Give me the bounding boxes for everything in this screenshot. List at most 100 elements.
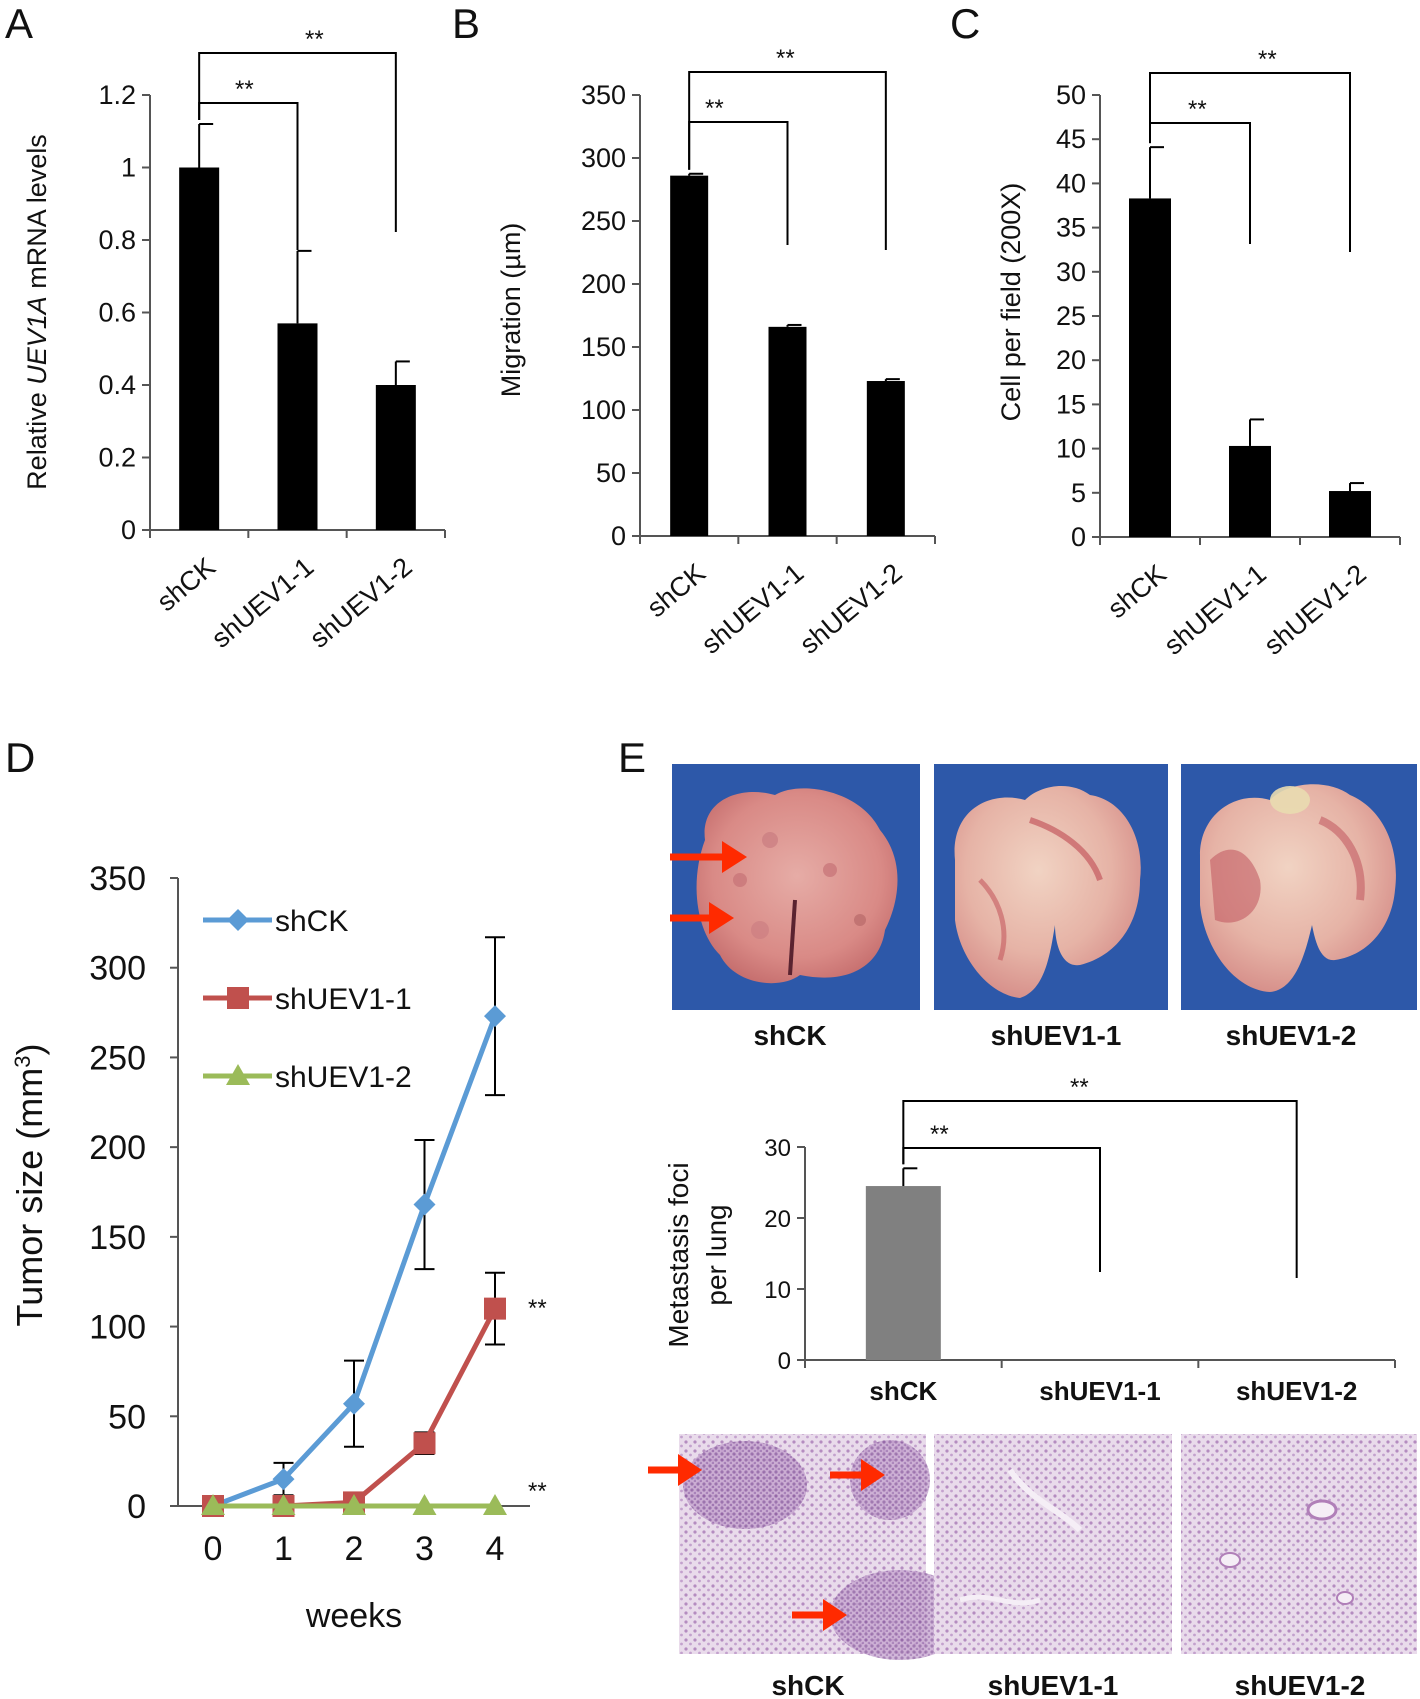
y-tick-label: 100	[581, 395, 626, 425]
significance-label: **	[235, 76, 254, 103]
chart-d-tumor-growth: 0 50 100 150 200 250 300 350 0 1 2 3 4 weeks Tumor siz…	[9, 860, 547, 1635]
y-tick-label: 150	[89, 1219, 146, 1257]
category-label: shCK	[1102, 559, 1172, 624]
significance-label: **	[705, 95, 724, 122]
significance-label: **	[1070, 1074, 1089, 1101]
lung-photo-shuev1-1	[934, 764, 1168, 1010]
histology-image-shck	[679, 1434, 970, 1660]
bar	[179, 167, 220, 530]
significance-label: **	[305, 26, 324, 53]
lung-photo-shuev1-2	[1181, 764, 1417, 1010]
panel-letter-b: B	[452, 0, 480, 47]
category-label: shCK	[869, 1376, 937, 1406]
y-tick-label: 150	[581, 332, 626, 362]
significance-label: **	[1188, 96, 1207, 123]
x-tick-label: 1	[274, 1530, 293, 1568]
data-point	[484, 1297, 506, 1320]
category-label: shUEV1-1	[206, 552, 320, 654]
bar	[865, 1186, 941, 1360]
red-arrow-icon	[670, 902, 734, 934]
y-tick-label: 1.2	[98, 80, 136, 110]
significance-label: **	[776, 45, 795, 72]
y-tick-label: 10	[1056, 434, 1086, 464]
red-arrow-icon	[830, 1459, 885, 1491]
legend-marker	[226, 1064, 250, 1085]
data-point	[201, 1494, 225, 1515]
y-tick-label: 300	[89, 950, 146, 988]
significance-label: **	[1258, 46, 1277, 73]
category-label: shUEV1-1	[1158, 559, 1272, 661]
legend-marker	[227, 909, 249, 931]
bar	[375, 385, 416, 530]
significance-bracket	[1149, 72, 1351, 252]
y-tick-label: 30	[764, 1135, 791, 1162]
y-tick-label: 45	[1056, 124, 1086, 154]
y-tick-label: 30	[1056, 257, 1086, 287]
photo-label-shuev1-1: shUEV1-1	[991, 1020, 1122, 1051]
chart-c-invasion: 0 5 10 15 20 25 30 35 40 45 50 shCKshUEV1-1shUEV1-2…	[996, 46, 1401, 661]
y-axis-label: per lung	[701, 1204, 732, 1305]
y-axis-label: Tumor size (mm3)	[9, 1044, 50, 1327]
y-tick-label: 0.8	[98, 225, 136, 255]
red-arrow-icon	[792, 1599, 847, 1631]
category-label: shUEV1-2	[1236, 1376, 1357, 1406]
y-axis-label: Relative UEV1A mRNA levels	[22, 134, 52, 490]
histology-label-shck: shCK	[771, 1670, 844, 1699]
data-point	[483, 1494, 507, 1515]
lung-photo-shck	[672, 764, 920, 1010]
significance-bracket	[688, 71, 887, 250]
data-point	[272, 1468, 295, 1491]
significance-bracket	[902, 1100, 1298, 1278]
bar	[1129, 198, 1171, 538]
x-tick-label: 3	[415, 1530, 434, 1568]
y-tick-label: 10	[764, 1277, 791, 1304]
y-tick-label: 25	[1056, 301, 1086, 331]
significance-label: **	[528, 1295, 547, 1322]
panel-letter-c: C	[950, 0, 980, 47]
legend-label: shUEV1-2	[275, 1061, 412, 1094]
x-tick-label: 2	[345, 1530, 364, 1568]
y-tick-label: 50	[108, 1398, 146, 1436]
category-label: shUEV1-1	[696, 558, 810, 660]
bar	[277, 323, 318, 530]
histology-label-shuev1-2: shUEV1-2	[1235, 1670, 1366, 1699]
y-tick-label: 250	[581, 206, 626, 236]
category-label: shUEV1-2	[1258, 559, 1372, 661]
bar	[1329, 491, 1371, 537]
y-tick-label: 20	[764, 1206, 791, 1233]
y-axis-label: Metastasis foci	[663, 1162, 694, 1347]
data-point	[413, 1193, 436, 1216]
histology-image-shuev1-1	[934, 1434, 1172, 1654]
significance-label: **	[528, 1478, 547, 1505]
y-tick-label: 0	[778, 1348, 791, 1375]
significance-label: **	[930, 1121, 949, 1148]
y-tick-label: 0	[127, 1488, 146, 1526]
y-tick-label: 200	[89, 1129, 146, 1167]
legend-label: shCK	[275, 905, 348, 938]
y-tick-label: 5	[1071, 478, 1086, 508]
red-arrow-icon	[648, 1454, 702, 1486]
y-tick-label: 0	[1071, 522, 1086, 552]
y-tick-label: 300	[581, 143, 626, 173]
data-point	[413, 1432, 436, 1455]
category-label: shUEV1-2	[304, 552, 418, 654]
x-tick-label: 0	[204, 1530, 223, 1568]
bar	[1229, 445, 1271, 537]
data-point	[484, 1005, 506, 1028]
x-tick-label: 4	[486, 1530, 505, 1568]
data-point	[342, 1494, 366, 1515]
y-tick-label: 0.4	[98, 370, 136, 400]
category-label: shCK	[641, 558, 711, 623]
significance-bracket	[198, 52, 397, 232]
x-axis-label: weeks	[305, 1597, 402, 1635]
y-tick-label: 50	[596, 458, 626, 488]
panel-letter-e: E	[618, 734, 646, 781]
y-tick-label: 50	[1056, 80, 1086, 110]
y-tick-label: 200	[581, 269, 626, 299]
y-tick-label: 350	[581, 80, 626, 110]
data-point	[343, 1392, 365, 1415]
histology-label-shuev1-1: shUEV1-1	[988, 1670, 1119, 1699]
bar	[768, 326, 807, 536]
